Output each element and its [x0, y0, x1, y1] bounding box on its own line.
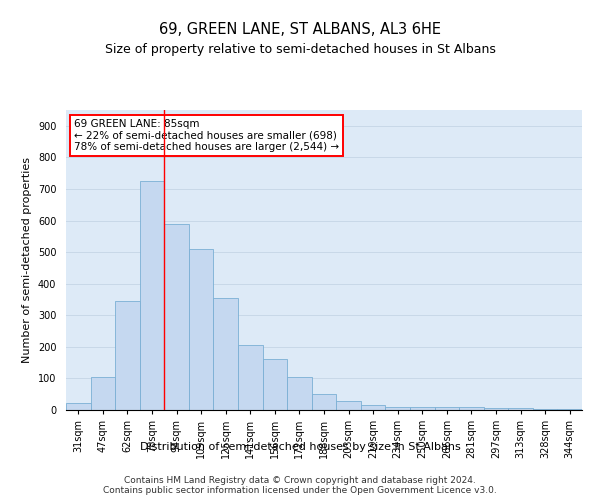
Bar: [361, 404, 385, 410]
Bar: [91, 377, 115, 410]
Y-axis label: Number of semi-detached properties: Number of semi-detached properties: [22, 157, 32, 363]
Text: Contains HM Land Registry data © Crown copyright and database right 2024.
Contai: Contains HM Land Registry data © Crown c…: [103, 476, 497, 495]
Bar: [214, 298, 238, 410]
Text: 69 GREEN LANE: 85sqm
← 22% of semi-detached houses are smaller (698)
78% of semi: 69 GREEN LANE: 85sqm ← 22% of semi-detac…: [74, 119, 339, 152]
Bar: [287, 378, 312, 410]
Bar: [459, 408, 484, 410]
Text: Size of property relative to semi-detached houses in St Albans: Size of property relative to semi-detach…: [104, 42, 496, 56]
Text: 69, GREEN LANE, ST ALBANS, AL3 6HE: 69, GREEN LANE, ST ALBANS, AL3 6HE: [159, 22, 441, 38]
Bar: [312, 394, 336, 410]
Text: Distribution of semi-detached houses by size in St Albans: Distribution of semi-detached houses by …: [140, 442, 460, 452]
Bar: [263, 358, 287, 410]
Bar: [410, 408, 434, 410]
Bar: [533, 409, 557, 410]
Bar: [189, 249, 214, 410]
Bar: [484, 408, 508, 410]
Bar: [336, 400, 361, 410]
Bar: [434, 407, 459, 410]
Bar: [238, 344, 263, 410]
Bar: [164, 224, 189, 410]
Bar: [508, 408, 533, 410]
Bar: [66, 403, 91, 410]
Bar: [115, 301, 140, 410]
Bar: [385, 407, 410, 410]
Bar: [140, 181, 164, 410]
